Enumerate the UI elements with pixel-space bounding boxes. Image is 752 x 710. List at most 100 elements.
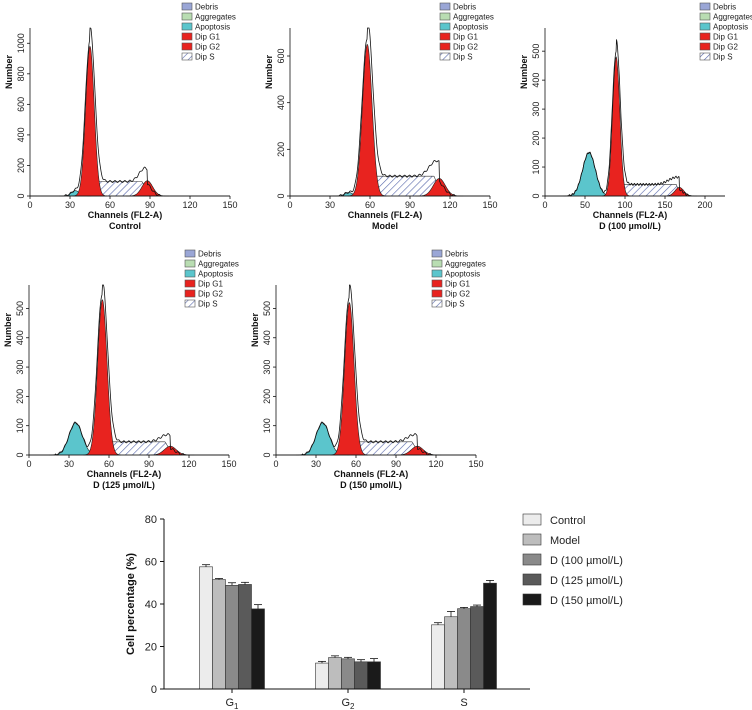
legend-label: Aggregates xyxy=(445,260,486,269)
y-tick-label: 200 xyxy=(276,142,286,157)
legend-swatch xyxy=(699,52,711,61)
bar xyxy=(444,616,458,690)
y-tick-label: 400 xyxy=(262,330,272,345)
x-tick-label: 200 xyxy=(697,200,712,210)
x-tick-label: 30 xyxy=(64,459,74,469)
bar xyxy=(328,657,342,690)
y-tick-label: 0 xyxy=(531,193,541,198)
x-tick-label: 120 xyxy=(182,200,197,210)
legend-swatch xyxy=(699,12,711,21)
legend-swatch xyxy=(184,279,196,288)
legend-swatch xyxy=(181,22,193,31)
y-tick-label: 600 xyxy=(16,97,26,112)
category-label: G2 xyxy=(341,697,355,710)
bar-chart: 0 20 40 60 80 G1 G2 S Cell percentage (%) Control… xyxy=(125,513,623,710)
dip-g1-peak xyxy=(83,299,122,456)
y-tick-label: 40 xyxy=(145,599,157,611)
legend-label: Dip S xyxy=(198,300,218,309)
legend-label: Apoptosis xyxy=(713,23,748,32)
y-tick-label: 0 xyxy=(276,193,286,198)
x-tick-label: 0 xyxy=(26,459,31,469)
bar xyxy=(212,579,226,690)
x-axis-label: Channels (FL2-A) xyxy=(87,469,162,479)
bar xyxy=(367,661,381,690)
legend-swatch xyxy=(431,289,443,298)
legend-swatch xyxy=(522,533,542,546)
histogram-panel-4: 0 30 60 90 120 150 0 100 200 300 400 500 Channels (F… xyxy=(3,250,239,491)
x-tick-label: 150 xyxy=(221,459,236,469)
legend-label: Dip G1 xyxy=(713,33,738,42)
legend-label: Dip G1 xyxy=(453,33,478,42)
x-tick-label: 0 xyxy=(273,459,278,469)
legend-swatch xyxy=(522,573,542,586)
panel-caption: D (150 µmol/L) xyxy=(340,480,402,490)
panel-caption: Control xyxy=(109,221,141,231)
category-label: S xyxy=(460,697,467,709)
x-tick-label: 60 xyxy=(351,459,361,469)
legend-swatch xyxy=(431,249,443,258)
legend-swatch xyxy=(439,32,451,41)
legend-swatch xyxy=(439,2,451,11)
x-tick-label: 30 xyxy=(325,200,335,210)
dip-g1-peak xyxy=(347,44,387,197)
legend-label: Debris xyxy=(453,3,476,12)
panel-caption: Model xyxy=(372,221,398,231)
y-tick-label: 600 xyxy=(276,48,286,63)
legend-swatch xyxy=(439,22,451,31)
legend-swatch xyxy=(699,2,711,11)
y-axis-label: Number xyxy=(250,313,260,348)
legend-swatch xyxy=(181,2,193,11)
apoptosis-peak xyxy=(563,152,615,197)
x-tick-label: 90 xyxy=(391,459,401,469)
y-tick-label: 100 xyxy=(531,160,541,175)
histogram-panel-1: 0 30 60 90 120 150 0 200 400 600 800 1000 Channels (… xyxy=(4,3,238,232)
x-tick-label: 100 xyxy=(617,200,632,210)
bar xyxy=(315,662,329,690)
legend-swatch xyxy=(439,52,451,61)
legend-label: D (150 µmol/L) xyxy=(550,595,623,607)
y-tick-label: 1000 xyxy=(16,33,26,53)
legend-label: Dip G1 xyxy=(445,280,470,289)
y-tick-label: 200 xyxy=(262,389,272,404)
y-tick-label: 300 xyxy=(531,102,541,117)
legend-swatch xyxy=(431,299,443,308)
legend-label: Aggregates xyxy=(713,13,752,22)
x-tick-label: 90 xyxy=(145,200,155,210)
legend-label: Debris xyxy=(713,3,736,12)
bar xyxy=(251,608,265,690)
legend-label: Apoptosis xyxy=(198,270,233,279)
x-tick-label: 150 xyxy=(468,459,483,469)
legend-label: Control xyxy=(550,515,585,527)
histogram-outline xyxy=(29,284,229,456)
legend-label: Dip G2 xyxy=(713,43,738,52)
x-tick-label: 150 xyxy=(222,200,237,210)
y-tick-label: 400 xyxy=(15,330,25,345)
legend-label: Dip G2 xyxy=(195,43,220,52)
legend-label: Dip G2 xyxy=(445,290,470,299)
legend-swatch xyxy=(439,42,451,51)
panel-caption: D (100 µmol/L) xyxy=(599,221,661,231)
legend-label: Aggregates xyxy=(453,13,494,22)
x-tick-label: 60 xyxy=(365,200,375,210)
histogram-outline xyxy=(545,39,725,197)
legend-swatch xyxy=(699,42,711,51)
bar-legend: Control Model D (100 µmol/L) D (125 µmol/L)… xyxy=(522,513,623,607)
y-tick-label: 60 xyxy=(145,557,157,569)
legend-label: Dip S xyxy=(195,53,215,62)
legend-swatch xyxy=(181,52,193,61)
y-tick-label: 100 xyxy=(262,418,272,433)
bar xyxy=(238,584,252,690)
legend-swatch xyxy=(699,32,711,41)
x-tick-label: 120 xyxy=(181,459,196,469)
legend-label: D (100 µmol/L) xyxy=(550,555,623,567)
legend-swatch xyxy=(181,12,193,21)
legend-label: Apoptosis xyxy=(195,23,230,32)
x-axis-label: Channels (FL2-A) xyxy=(88,210,163,220)
y-tick-label: 400 xyxy=(276,95,286,110)
y-tick-label: 200 xyxy=(16,158,26,173)
legend-label: Dip S xyxy=(445,300,465,309)
